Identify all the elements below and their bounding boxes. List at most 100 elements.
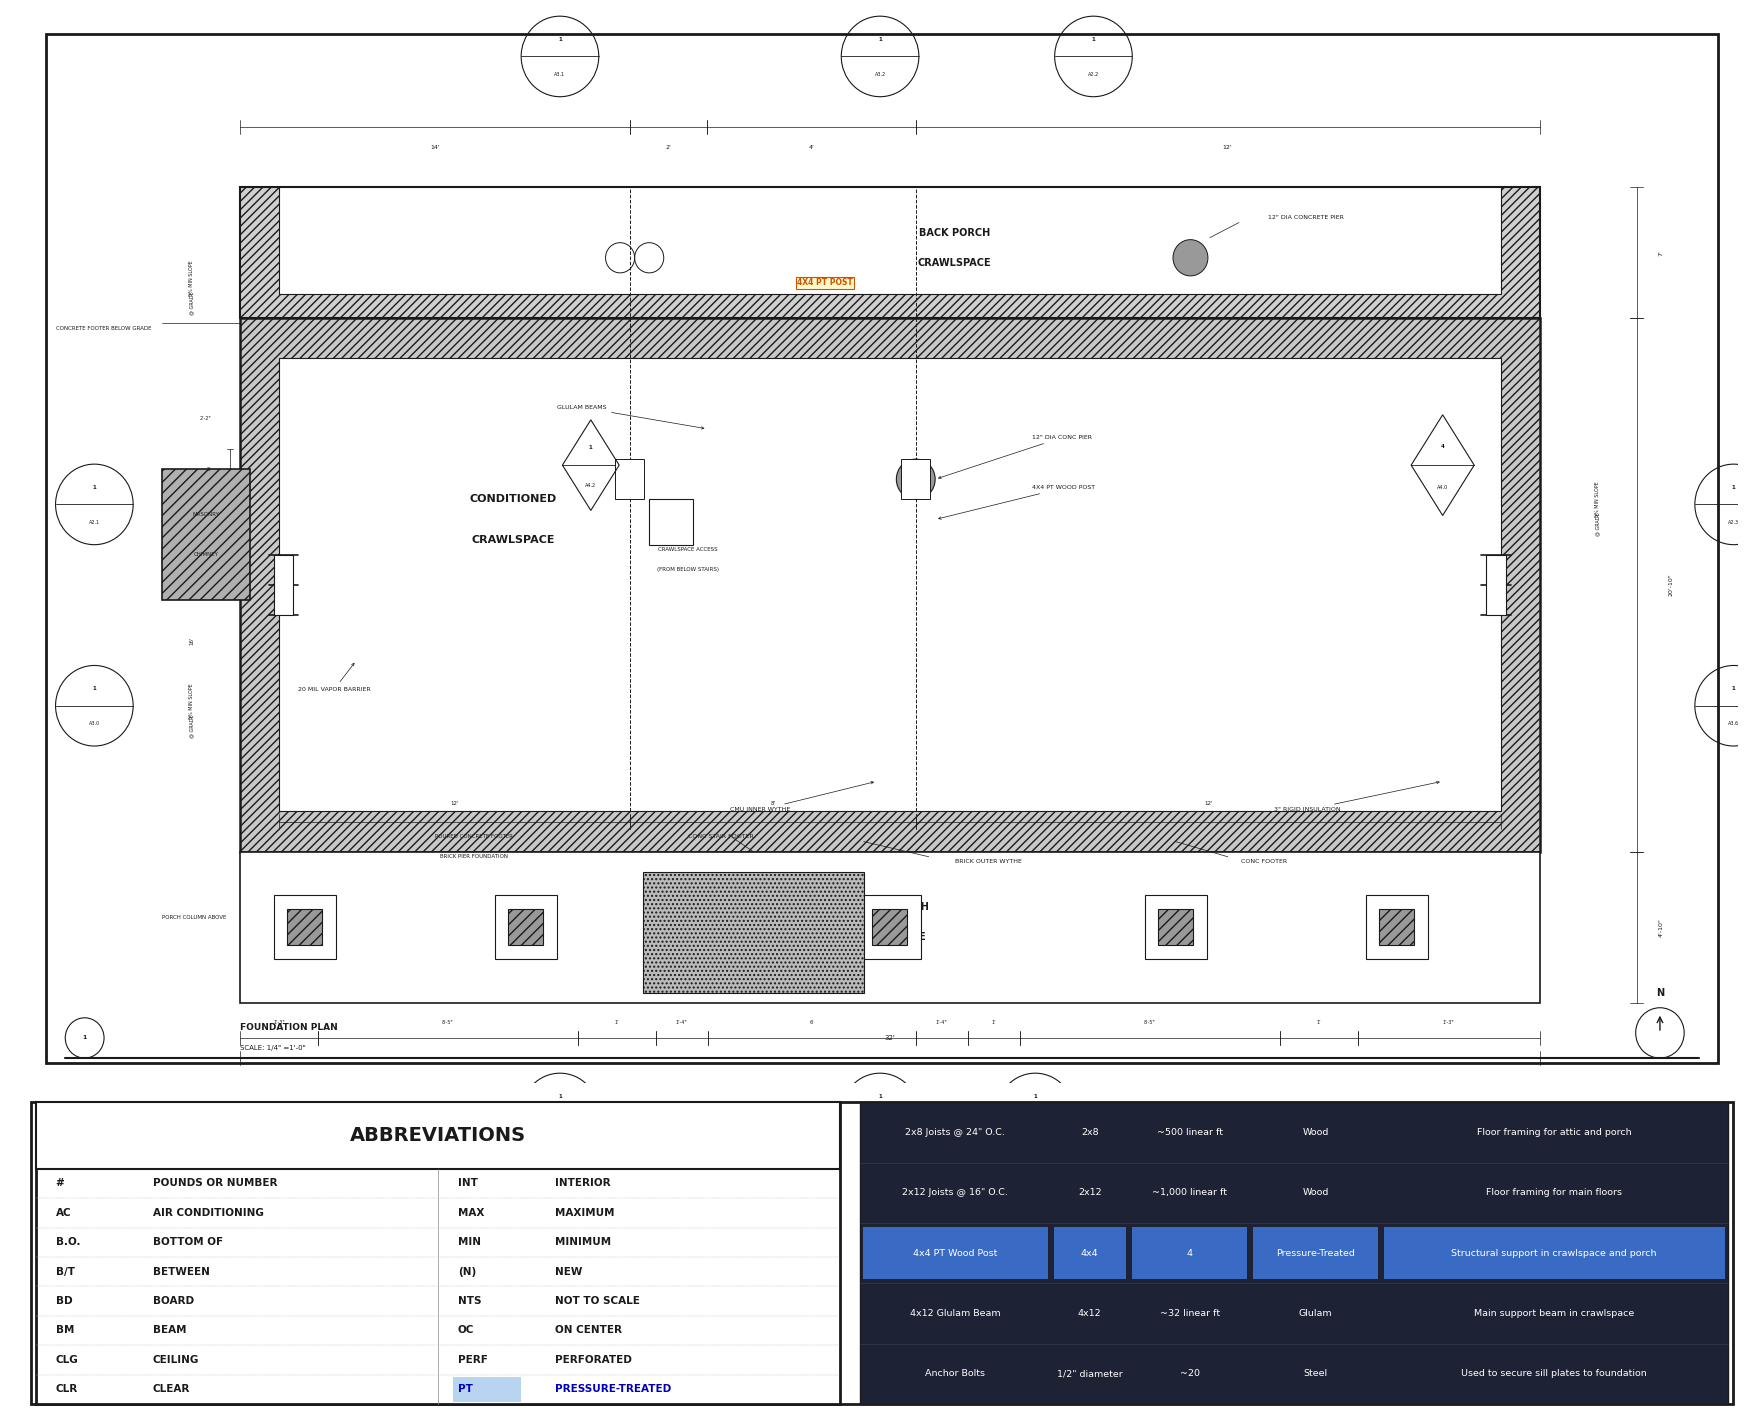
Text: BD: BD (55, 1296, 72, 1306)
Text: 4X4 PT WOOD POST: 4X4 PT WOOD POST (938, 486, 1095, 520)
Text: POURED CONCRETE FOOTER: POURED CONCRETE FOOTER (434, 834, 513, 840)
Text: CLR: CLR (55, 1385, 78, 1395)
Bar (1132, 1226, 1247, 1280)
Text: @ GRADE: @ GRADE (1595, 513, 1600, 537)
Text: AIR CONDITIONING: AIR CONDITIONING (152, 1208, 263, 1218)
Text: 1: 1 (92, 687, 97, 691)
Text: 16': 16' (189, 636, 194, 644)
Text: Wood: Wood (1302, 1129, 1328, 1137)
Bar (1365, 895, 1427, 960)
Text: 1: 1 (1732, 486, 1736, 490)
Text: PERF: PERF (457, 1355, 487, 1365)
Text: PT: PT (457, 1385, 473, 1395)
Text: 1/2" diameter: 1/2" diameter (1057, 1369, 1122, 1378)
Text: @ GRADE: @ GRADE (189, 714, 194, 738)
Text: MAXIMUM: MAXIMUM (554, 1208, 614, 1218)
Text: BRICK PIER FOUNDATION: BRICK PIER FOUNDATION (439, 854, 508, 860)
Bar (1487, 555, 1506, 615)
Text: 8': 8' (771, 801, 774, 806)
Text: AC: AC (55, 1208, 71, 1218)
Text: PORCH COLUMN ABOVE: PORCH COLUMN ABOVE (162, 915, 226, 919)
Bar (1383, 1226, 1725, 1280)
Text: BRICK OUTER WYTHE: BRICK OUTER WYTHE (954, 860, 1021, 864)
Text: 4: 4 (1187, 1249, 1192, 1257)
Text: CONDITIONED: CONDITIONED (469, 494, 556, 504)
Text: 1: 1 (92, 486, 97, 490)
Text: 1': 1' (991, 1021, 997, 1025)
Bar (240, 851, 1540, 1003)
Text: CONCRETE FOOTER BELOW GRADE: CONCRETE FOOTER BELOW GRADE (56, 326, 152, 331)
Bar (1252, 1226, 1378, 1280)
Text: 8': 8' (206, 467, 210, 472)
Text: NOT TO SCALE: NOT TO SCALE (554, 1296, 640, 1306)
Bar (494, 895, 557, 960)
Text: MAX: MAX (457, 1208, 483, 1218)
Text: INTERIOR: INTERIOR (554, 1178, 610, 1188)
Text: GLULAM BEAMS: GLULAM BEAMS (557, 405, 704, 429)
Bar (859, 1102, 1729, 1405)
Text: PRESSURE-TREATED: PRESSURE-TREATED (554, 1385, 670, 1395)
Bar (162, 469, 249, 600)
Text: MASONRY: MASONRY (192, 513, 219, 517)
Text: BM: BM (55, 1325, 74, 1335)
Text: MINIMUM: MINIMUM (554, 1238, 610, 1247)
Text: 4'-10": 4'-10" (1658, 918, 1663, 936)
Text: CRAWLSPACE: CRAWLSPACE (471, 535, 554, 545)
Text: B.O.: B.O. (55, 1238, 79, 1247)
Bar (901, 459, 930, 500)
Bar (279, 358, 1501, 811)
Text: ABBREVIATIONS: ABBREVIATIONS (351, 1126, 526, 1146)
Text: 5% MIN SLOPE: 5% MIN SLOPE (1595, 481, 1600, 517)
Text: 12': 12' (450, 801, 459, 806)
Text: 2x12 Joists @ 16" O.C.: 2x12 Joists @ 16" O.C. (903, 1188, 1009, 1198)
Text: ~500 linear ft: ~500 linear ft (1157, 1129, 1222, 1137)
Text: 8'-5": 8'-5" (1143, 1021, 1155, 1025)
Bar (859, 895, 921, 960)
Text: 2'-2": 2'-2" (199, 416, 210, 422)
Text: 6': 6' (810, 1021, 813, 1025)
Text: A3.1: A3.1 (554, 72, 566, 76)
Text: 1: 1 (878, 1095, 882, 1099)
Bar (453, 1376, 520, 1402)
Text: 1: 1 (1732, 687, 1736, 691)
Text: MIN: MIN (457, 1238, 480, 1247)
Text: 1'-4": 1'-4" (676, 1021, 688, 1025)
Text: CRAWLSPACE: CRAWLSPACE (854, 932, 926, 942)
Bar (240, 187, 1540, 319)
Text: N: N (1656, 987, 1663, 998)
Text: 2x8: 2x8 (1081, 1129, 1099, 1137)
Text: Glulam: Glulam (1298, 1308, 1332, 1318)
Text: Wood: Wood (1302, 1188, 1328, 1198)
Text: 1: 1 (557, 37, 563, 42)
Text: BACK PORCH: BACK PORCH (919, 228, 990, 238)
Text: #: # (55, 1178, 64, 1188)
Text: 2': 2' (665, 144, 672, 150)
Text: CLG: CLG (55, 1355, 78, 1365)
Bar (273, 895, 335, 960)
Text: A3.6: A3.6 (1729, 721, 1739, 726)
Text: 4: 4 (1441, 443, 1445, 449)
Text: 12': 12' (1222, 144, 1233, 150)
Text: 14': 14' (430, 144, 439, 150)
Bar (240, 319, 1540, 851)
Text: Pressure-Treated: Pressure-Treated (1275, 1249, 1355, 1257)
Bar (1145, 895, 1207, 960)
Text: BEAM: BEAM (152, 1325, 185, 1335)
Text: 7': 7' (1658, 249, 1663, 256)
Text: 4X4 PT POST: 4X4 PT POST (797, 279, 852, 287)
Text: NEW: NEW (554, 1267, 582, 1277)
Text: CONC FOOTER: CONC FOOTER (1240, 860, 1286, 864)
Text: CEILING: CEILING (152, 1355, 199, 1365)
Text: 2x12: 2x12 (1078, 1188, 1102, 1198)
Bar (1159, 909, 1192, 946)
Text: CLEAR: CLEAR (152, 1385, 191, 1395)
Text: A2.3: A2.3 (1729, 520, 1739, 525)
Bar (1379, 909, 1415, 946)
Text: Floor framing for attic and porch: Floor framing for attic and porch (1476, 1129, 1632, 1137)
Text: 12" DIA CONCRETE PIER: 12" DIA CONCRETE PIER (1268, 215, 1344, 219)
Text: A2.2: A2.2 (1088, 72, 1099, 76)
Text: CHIMNEY: CHIMNEY (194, 552, 219, 556)
Text: 1: 1 (589, 446, 593, 450)
Bar (288, 909, 323, 946)
Text: CRAWLSPACE ACCESS: CRAWLSPACE ACCESS (658, 547, 718, 552)
